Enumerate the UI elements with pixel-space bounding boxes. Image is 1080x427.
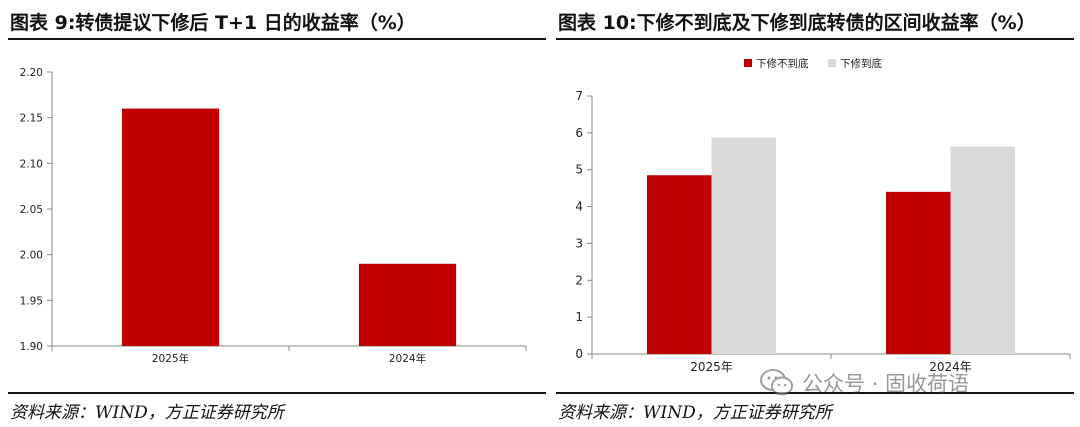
right-title-rule bbox=[556, 38, 1074, 40]
left-bar-chart: 1.90 1.95 2.00 2.05 2.10 2.15 2.20 2025年 2024年 bbox=[20, 67, 527, 365]
bar bbox=[711, 137, 777, 354]
y-tick-label: 4 bbox=[575, 200, 583, 214]
legend-label: 下修到底 bbox=[840, 57, 882, 70]
y-tick-label: 0 bbox=[575, 347, 583, 361]
y-tick-label: 1 bbox=[575, 310, 583, 324]
left-title-rule bbox=[8, 38, 546, 40]
right-bar-chart: 0 1 2 3 4 5 6 7 2025年 2024年 下修不到底 下修到底 bbox=[575, 57, 1071, 374]
watermark-text: 公众号 · 固收荷语 bbox=[802, 372, 970, 396]
bar bbox=[646, 175, 712, 354]
x-category-label: 2025年 bbox=[152, 352, 189, 365]
y-tick-label: 2.05 bbox=[20, 204, 43, 216]
legend-label: 下修不到底 bbox=[756, 57, 809, 70]
bar bbox=[358, 263, 457, 346]
bar bbox=[950, 146, 1016, 354]
y-tick-label: 5 bbox=[575, 163, 583, 177]
y-tick-label: 3 bbox=[575, 236, 583, 250]
x-category-label: 2024年 bbox=[929, 360, 972, 374]
watermark: 公众号 · 固收荷语 bbox=[760, 368, 969, 398]
y-tick-label: 1.95 bbox=[20, 295, 43, 307]
y-tick-label: 6 bbox=[575, 126, 583, 140]
x-category-label: 2024年 bbox=[389, 352, 426, 365]
right-source-note: 资料来源：WIND，方正证券研究所 bbox=[558, 403, 832, 423]
y-tick-label: 7 bbox=[575, 89, 583, 103]
wechat-icon bbox=[760, 369, 793, 396]
right-footer-rule bbox=[556, 392, 1074, 394]
y-tick-label: 2.10 bbox=[20, 158, 43, 170]
y-tick-label: 2.20 bbox=[20, 67, 43, 79]
y-tick-label: 2.15 bbox=[20, 113, 43, 125]
y-tick-label: 2 bbox=[575, 273, 583, 287]
y-tick-label: 2.00 bbox=[20, 250, 43, 262]
left-source-note: 资料来源：WIND，方正证券研究所 bbox=[10, 403, 284, 423]
bar bbox=[885, 191, 951, 354]
left-chart-title: 图表 9:转债提议下修后 T+1 日的收益率（%） bbox=[10, 12, 416, 34]
right-chart-title: 图表 10:下修不到底及下修到底转债的区间收益率（%） bbox=[558, 12, 1036, 34]
x-category-label: 2025年 bbox=[690, 360, 733, 374]
left-footer-rule bbox=[8, 392, 546, 394]
legend-swatch bbox=[828, 59, 836, 67]
bar bbox=[121, 108, 220, 347]
legend-swatch bbox=[744, 59, 752, 67]
y-tick-label: 1.90 bbox=[20, 341, 43, 353]
